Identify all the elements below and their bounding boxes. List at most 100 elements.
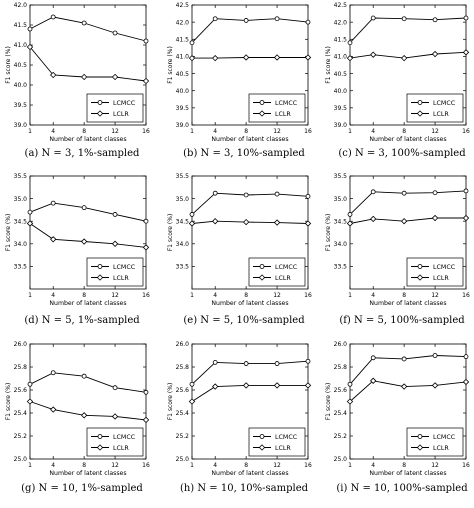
data-point-lcmcc [432, 17, 438, 23]
chart-panel-9: 25.0 25.2 25.4 25.6 25.8 26.0 1 4 8 12 16 Number of… [325, 341, 470, 494]
legend: LCMCC LCLR [86, 427, 144, 457]
data-point-lclr [242, 54, 250, 61]
y-tick-label: 41.5 [14, 22, 28, 29]
data-point-lcmcc [243, 192, 249, 198]
data-point-lcmcc [27, 381, 33, 387]
y-tick-label: 35.0 [334, 196, 348, 203]
data-point-lcmcc [189, 381, 195, 387]
data-point-lclr [400, 218, 408, 225]
x-tick-label: 16 [142, 128, 150, 135]
data-point-lclr [111, 73, 119, 81]
y-tick-label: 40.0 [334, 88, 348, 95]
y-tick-label: 41.5 [176, 36, 190, 43]
data-point-lclr [111, 413, 119, 420]
series-line-lclr [191, 220, 309, 224]
data-point-lcmcc [81, 373, 87, 379]
data-point-lclr [26, 398, 34, 405]
legend-box [248, 427, 306, 457]
y-tick-label: 42.0 [14, 2, 28, 9]
series-line-lcmcc [191, 18, 309, 44]
y-axis-label: F1 score (%) [167, 46, 174, 84]
panel-caption: (f) N = 5, 100%-sampled [339, 315, 465, 326]
data-point-lcmcc [347, 40, 353, 46]
x-tick-label: 1 [348, 128, 352, 135]
x-tick-label: 8 [402, 128, 406, 135]
panel-caption: (h) N = 10, 10%-sampled [180, 483, 309, 494]
data-point-lclr [431, 214, 439, 222]
legend: LCMCC LCLR [406, 93, 464, 123]
x-tick-label: 1 [348, 462, 352, 469]
x-tick-label: 8 [402, 292, 406, 299]
legend: LCMCC LCLR [248, 257, 306, 287]
y-tick-label: 33.5 [334, 264, 348, 271]
data-point-lcmcc [27, 26, 33, 32]
data-point-lcmcc [463, 188, 469, 194]
plot-frame [29, 175, 147, 290]
chart-panel-8: 25.0 25.2 25.4 25.6 25.8 26.0 1 4 8 12 16 Number of… [167, 341, 312, 494]
x-tick-label: 8 [244, 292, 248, 299]
y-tick-label: 34.5 [334, 218, 348, 225]
data-point-lcmcc [50, 14, 56, 20]
panel-caption: (a) N = 3, 1%-sampled [25, 148, 140, 159]
y-tick-label: 25.4 [176, 410, 190, 417]
legend-label-lclr: LCLR [433, 275, 449, 282]
x-tick-label: 16 [142, 292, 150, 299]
y-axis-label: F1 score (%) [5, 214, 12, 252]
y-tick-label: 26.0 [14, 341, 28, 348]
y-tick-label: 26.0 [334, 341, 348, 348]
y-tick-label: 34.0 [334, 241, 348, 248]
x-tick-label: 16 [462, 292, 470, 299]
legend-marker-lcmcc [259, 100, 265, 105]
series-line-lcmcc [191, 360, 309, 385]
chart-panel-7: 25.0 25.2 25.4 25.6 25.8 26.0 1 4 8 12 16 Number of… [5, 341, 150, 494]
panel-caption: (e) N = 5, 10%-sampled [183, 315, 305, 326]
data-point-lcmcc [274, 361, 280, 366]
data-point-lcmcc [305, 193, 311, 199]
legend: LCMCC LCLR [406, 427, 464, 457]
legend-label-lcmcc: LCMCC [113, 264, 136, 271]
series-line-lclr [29, 223, 147, 248]
x-tick-label: 4 [371, 462, 375, 469]
chart-panel-1: 39.0 39.5 40.0 40.5 41.0 41.5 42.0 1 4 8 12 16 Numbe… [5, 2, 150, 159]
series-line-lcmcc [349, 17, 467, 44]
data-point-lcmcc [81, 20, 87, 26]
x-axis-label: Number of latent classes [369, 470, 446, 477]
legend-marker-lcmcc [97, 434, 103, 439]
data-point-lclr [142, 416, 150, 424]
y-tick-label: 35.5 [334, 173, 348, 180]
y-tick-label: 35.5 [176, 173, 190, 180]
data-point-lcmcc [50, 200, 56, 206]
y-tick-label: 25.6 [14, 387, 28, 394]
y-tick-label: 42.0 [176, 19, 190, 26]
y-tick-label: 26.0 [176, 341, 190, 348]
data-point-lcmcc [305, 358, 311, 364]
legend: LCMCC LCLR [248, 427, 306, 457]
legend-label-lcmcc: LCMCC [275, 264, 298, 271]
y-tick-label: 39.5 [334, 105, 348, 112]
legend-label-lclr: LCLR [433, 445, 449, 452]
chart-panel-2: 39.0 39.5 40.0 40.5 41.0 41.5 42.0 42.5 1 4 8 12 16 N… [167, 2, 312, 159]
x-tick-label: 12 [431, 462, 439, 469]
chart-panel-5: 33.5 34.0 34.5 35.0 35.5 1 4 8 12 16 Number of lat… [167, 173, 312, 326]
legend-marker-lclr [96, 274, 104, 281]
legend-label-lclr: LCLR [275, 111, 291, 118]
y-tick-label: 25.2 [334, 433, 348, 440]
series-line-lcmcc [191, 192, 309, 215]
y-tick-label: 42.5 [176, 2, 190, 9]
y-tick-label: 42.0 [334, 19, 348, 26]
data-point-lcmcc [212, 16, 218, 22]
series-line-lclr [192, 57, 308, 59]
legend-box [406, 93, 464, 123]
legend-label-lclr: LCLR [113, 111, 129, 118]
y-tick-label: 39.5 [14, 102, 28, 109]
y-tick-label: 25.2 [14, 433, 28, 440]
data-point-lclr [242, 218, 250, 226]
data-point-lclr [462, 214, 470, 222]
x-tick-label: 8 [402, 462, 406, 469]
legend-marker-lclr [258, 110, 266, 117]
y-tick-label: 39.0 [14, 122, 28, 129]
legend-box [86, 93, 144, 123]
y-tick-label: 40.5 [176, 71, 190, 78]
x-axis-label: Number of latent classes [369, 136, 446, 143]
data-point-lclr [212, 54, 219, 62]
